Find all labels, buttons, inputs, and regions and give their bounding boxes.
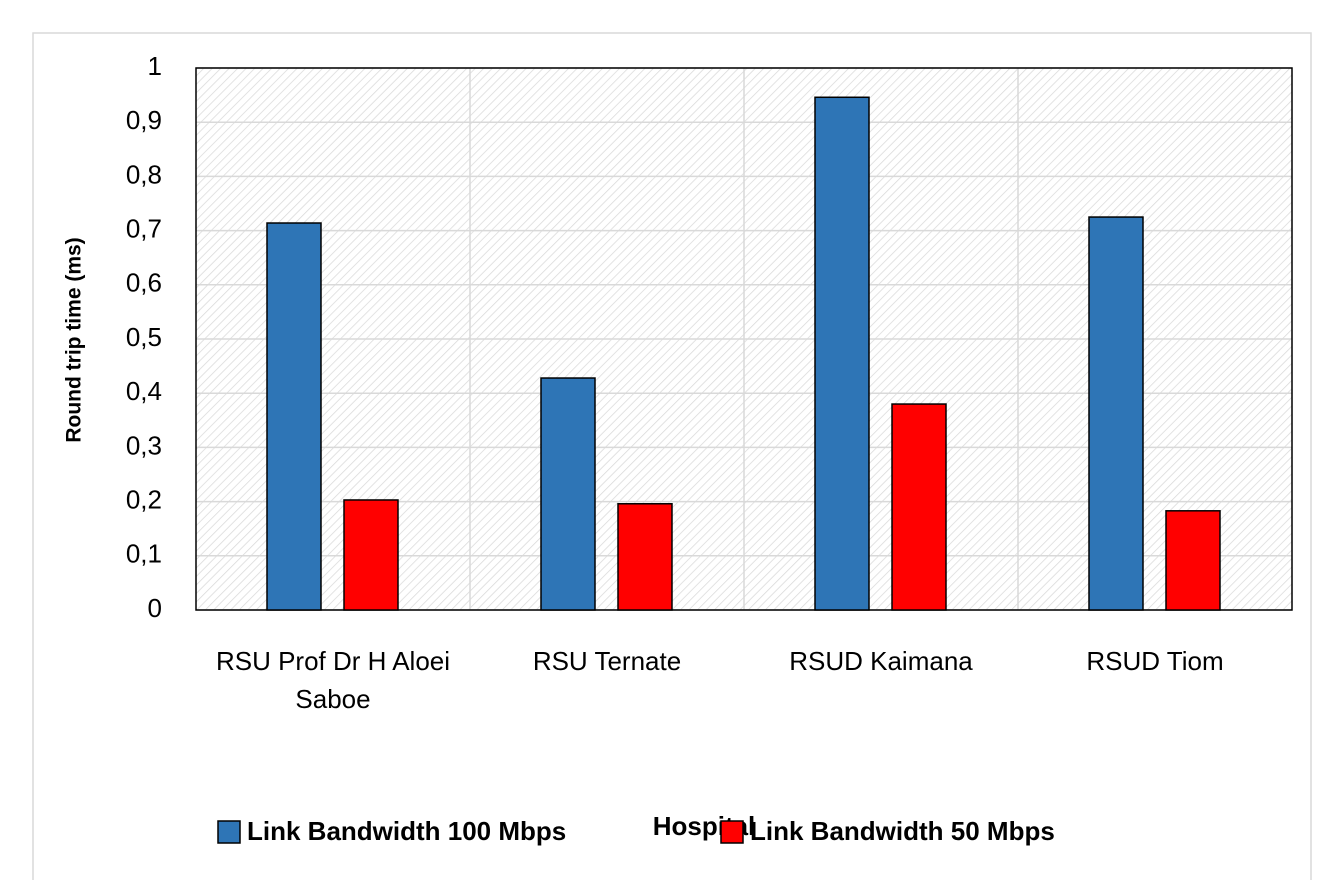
y-tick-label: 0,2	[126, 484, 162, 514]
x-tick-label: RSUD Tiom	[1086, 646, 1224, 676]
legend-label: Link Bandwidth 100 Mbps	[247, 816, 566, 846]
bar	[540, 377, 596, 611]
y-tick-label: 0,1	[126, 539, 162, 569]
legend-label: Link Bandwidth 50 Mbps	[750, 816, 1055, 846]
y-tick-label: 0,3	[126, 430, 162, 460]
y-tick-label: 0,9	[126, 105, 162, 135]
x-tick-label: RSU Prof Dr H Aloei Saboe	[215, 646, 451, 714]
plot-border	[195, 67, 1293, 611]
bar	[617, 503, 673, 611]
y-tick-label: 0,7	[126, 213, 162, 243]
bar	[1165, 510, 1221, 611]
y-tick-label: 0,8	[126, 159, 162, 189]
bar	[343, 499, 399, 611]
y-tick-label: 0	[148, 593, 162, 623]
y-tick-label: 0,6	[126, 268, 162, 298]
bar	[1088, 216, 1144, 611]
x-tick-label: RSU Ternate	[532, 646, 682, 676]
bar	[891, 403, 947, 611]
x-tick-label: RSUD Kaimana	[789, 646, 973, 676]
y-tick-label: 0,4	[126, 376, 162, 406]
y-axis-title: Round trip time (ms)	[63, 237, 86, 442]
legend-swatch	[217, 820, 241, 844]
y-tick-label: 1	[148, 51, 162, 81]
legend-swatch	[720, 820, 744, 844]
bar	[266, 222, 322, 611]
y-tick-label: 0,5	[126, 322, 162, 352]
bar	[814, 96, 870, 611]
